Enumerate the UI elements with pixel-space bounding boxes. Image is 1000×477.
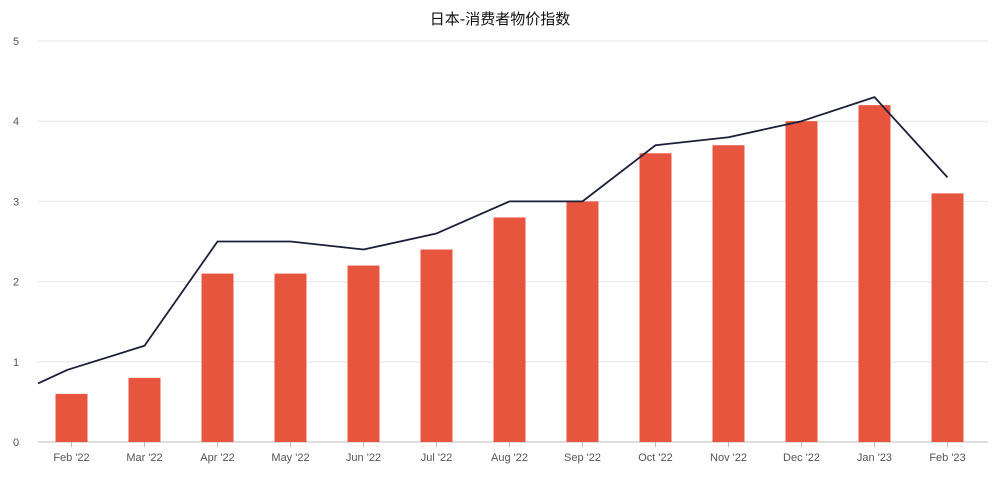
bar [55, 393, 88, 442]
bar [858, 105, 891, 442]
x-tick-label: Jun '22 [346, 452, 381, 464]
bar [566, 201, 599, 442]
bar [493, 217, 526, 442]
bar-series [55, 105, 964, 442]
x-tick-label: Dec '22 [783, 452, 820, 464]
x-axis-ticks: Feb '22 Mar '22 Apr '22 May '22 Jun '22 Jul '… [53, 442, 966, 464]
x-tick-label: Jan '23 [857, 452, 892, 464]
x-tick-label: May '22 [271, 452, 309, 464]
line-path [37, 96, 949, 385]
x-tick-label: Jul '22 [421, 452, 452, 464]
bar [712, 145, 745, 442]
chart-title: 日本-消费者物价指数 [429, 10, 571, 28]
line-series [37, 96, 949, 385]
bar [639, 153, 672, 442]
y-tick-label: 5 [13, 36, 19, 48]
y-tick-label: 0 [13, 437, 19, 449]
x-tick-label: Feb '22 [53, 452, 89, 464]
x-tick-label: Oct '22 [638, 452, 673, 464]
x-tick-label: Mar '22 [126, 452, 162, 464]
y-tick-label: 1 [13, 357, 19, 369]
bar [201, 273, 234, 442]
x-tick-label: Aug '22 [491, 452, 528, 464]
y-axis-ticks: 0 1 2 3 4 5 [13, 36, 19, 449]
bar [931, 193, 964, 442]
x-tick-label: Feb '23 [929, 452, 965, 464]
y-tick-label: 4 [13, 116, 19, 128]
x-tick-label: Sep '22 [564, 452, 601, 464]
bar [128, 377, 161, 442]
bar [785, 121, 818, 442]
bar [274, 273, 307, 442]
x-tick-label: Nov '22 [710, 452, 747, 464]
y-tick-label: 3 [13, 196, 19, 208]
x-tick-label: Apr '22 [200, 452, 235, 464]
bar [420, 249, 453, 442]
bar [347, 265, 380, 442]
y-tick-label: 2 [13, 277, 19, 289]
